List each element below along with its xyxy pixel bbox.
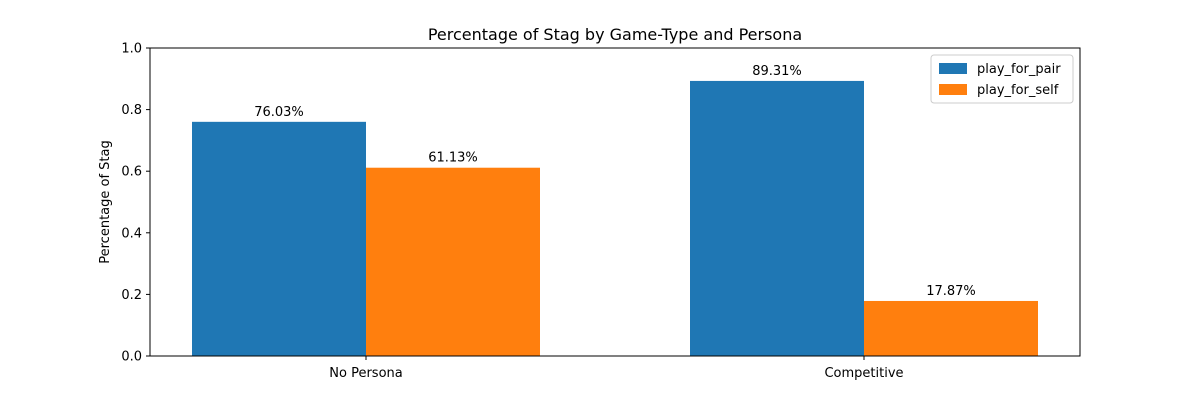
data-label-play_for_pair-1: 89.31% xyxy=(752,64,802,79)
y-tick-label-4: 0.8 xyxy=(121,103,142,118)
chart-title: Percentage of Stag by Game-Type and Pers… xyxy=(428,25,802,44)
legend: play_for_pair play_for_self xyxy=(930,54,1074,104)
bar-play_for_self-1 xyxy=(864,300,1038,356)
bar-play_for_self-0 xyxy=(366,167,540,356)
y-tick-label-5: 1.0 xyxy=(121,42,142,57)
legend-swatch-play_for_self xyxy=(939,84,967,95)
bar-play_for_pair-1 xyxy=(690,80,864,356)
y-tick-label-3: 0.6 xyxy=(121,165,142,180)
legend-swatch-play_for_pair xyxy=(939,63,967,74)
y-tick-label-0: 0.0 xyxy=(121,350,142,365)
x-tick-label-1: Competitive xyxy=(824,366,903,381)
plot-area: 76.03% 89.31% 61.13% 17.87% 0.0 0.2 0.4 0.6 0.8 1… xyxy=(121,42,1081,381)
data-label-play_for_self-0: 61.13% xyxy=(428,151,478,166)
y-tick-label-1: 0.2 xyxy=(121,288,142,303)
data-label-play_for_pair-0: 76.03% xyxy=(254,105,304,120)
y-tick-label-2: 0.4 xyxy=(121,226,142,241)
data-label-play_for_self-1: 17.87% xyxy=(926,284,976,299)
plot-frame xyxy=(149,47,1081,357)
y-axis-label: Percentage of Stag xyxy=(98,140,113,264)
x-tick-label-0: No Persona xyxy=(329,366,402,381)
legend-label-play_for_pair: play_for_pair xyxy=(977,62,1061,77)
legend-label-play_for_self: play_for_self xyxy=(977,83,1059,98)
bar-play_for_pair-0 xyxy=(192,121,366,356)
